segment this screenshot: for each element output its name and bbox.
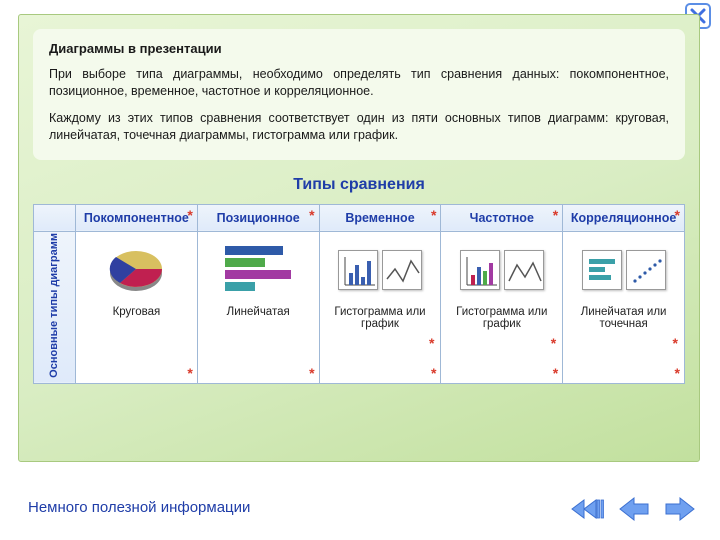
prev-skip-icon xyxy=(570,494,606,524)
table-corner xyxy=(34,204,76,231)
cell-hbar: Линейчатая * xyxy=(197,231,319,384)
hbar-chart-icon xyxy=(219,240,297,300)
table-header-row: Покомпонентное* Позиционное* Временное* … xyxy=(34,204,685,231)
prev-skip-button[interactable] xyxy=(570,494,606,524)
comparison-table: Покомпонентное* Позиционное* Временное* … xyxy=(33,204,685,385)
arrow-right-icon xyxy=(664,494,696,524)
main-panel: Диаграммы в презентации При выборе типа … xyxy=(18,14,700,462)
hbar-chart-icon xyxy=(582,250,622,290)
row-header: Основные типы диаграмм xyxy=(34,231,76,384)
table-title: Типы сравнения xyxy=(33,176,685,194)
cell-col-line-2: Гистограмма или график ** xyxy=(441,231,563,384)
column-chart-icon xyxy=(338,250,378,290)
next-button[interactable] xyxy=(662,494,698,524)
cell-label: Гистограмма или график xyxy=(443,306,560,331)
col-header: Корреляционное* xyxy=(563,204,685,231)
col-header: Позиционное* xyxy=(197,204,319,231)
intro-paragraph-1: При выборе типа диаграммы, необходимо оп… xyxy=(49,66,669,100)
cell-label: Линейчатая или точечная xyxy=(565,306,682,331)
line-chart-icon xyxy=(382,250,422,290)
column-chart-icon xyxy=(460,250,500,290)
arrow-left-icon xyxy=(618,494,650,524)
footer-text: Немного полезной информации xyxy=(28,499,250,516)
pie-chart-icon xyxy=(106,243,166,297)
scatter-chart-icon xyxy=(626,250,666,290)
col-header: Частотное* xyxy=(441,204,563,231)
cell-label: Гистограмма или график xyxy=(322,306,439,331)
cell-pie: Круговая * xyxy=(76,231,198,384)
col-header: Временное* xyxy=(319,204,441,231)
cell-label: Круговая xyxy=(78,306,195,319)
col-header: Покомпонентное* xyxy=(76,204,198,231)
intro-paragraph-2: Каждому из этих типов сравнения соответс… xyxy=(49,110,669,144)
line-chart-icon xyxy=(504,250,544,290)
cell-hbar-scatter: Линейчатая или точечная ** xyxy=(563,231,685,384)
intro-title: Диаграммы в презентации xyxy=(49,41,669,56)
prev-button[interactable] xyxy=(616,494,652,524)
cell-label: Линейчатая xyxy=(200,306,317,319)
cell-col-line-1: Гистограмма или график ** xyxy=(319,231,441,384)
table-body-row: Основные типы диаграмм Круговая * xyxy=(34,231,685,384)
nav-buttons xyxy=(570,494,698,524)
intro-textbox: Диаграммы в презентации При выборе типа … xyxy=(33,29,685,160)
